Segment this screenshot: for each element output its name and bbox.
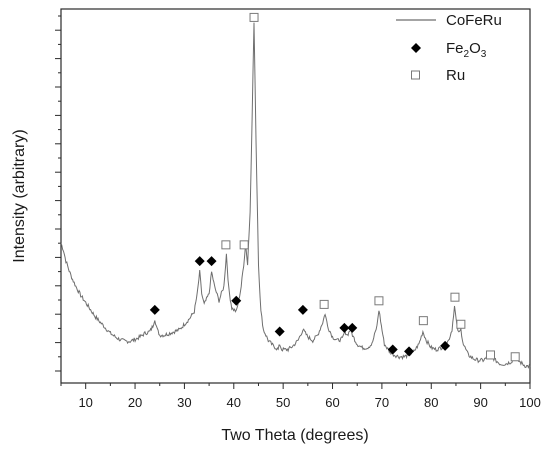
x-tick-label: 30 — [177, 395, 191, 410]
ru-marker — [221, 240, 231, 250]
plot-frame — [60, 8, 531, 384]
legend-fe2o3-o: O — [469, 40, 481, 57]
ru-marker — [249, 12, 259, 22]
x-axis-title: Two Theta (degrees) — [221, 427, 368, 444]
fe2o3-marker — [206, 256, 217, 267]
fe2o3-marker — [297, 304, 308, 315]
fe2o3-marker — [387, 344, 398, 355]
x-tick-label: 70 — [375, 395, 389, 410]
fe2o3-marker — [274, 326, 285, 337]
x-tick-label: 60 — [325, 395, 339, 410]
legend: CoFeRu Fe2O3 Ru — [396, 12, 502, 84]
ru-marker — [418, 316, 428, 326]
legend-square-marker — [411, 70, 420, 80]
x-axis-ticks: 10 20 30 40 50 60 70 80 90 100 — [60, 383, 541, 410]
fe2o3-marker — [347, 322, 358, 333]
fe2o3-marker — [404, 346, 415, 357]
x-tick-label: 100 — [519, 395, 541, 410]
x-tick-label: 40 — [227, 395, 241, 410]
x-tick-label: 50 — [276, 395, 290, 410]
y-axis-ticks — [55, 15, 61, 372]
ru-marker — [374, 296, 384, 306]
x-tick-label: 80 — [424, 395, 438, 410]
legend-label-fe2o3: Fe2O3 — [446, 40, 487, 60]
x-tick-label: 20 — [128, 395, 142, 410]
ru-marker — [450, 292, 460, 302]
fe2o3-marker — [339, 322, 350, 333]
ru-marker — [510, 352, 520, 362]
legend-fe2o3-sub-3: 3 — [481, 49, 487, 60]
marker-layer — [149, 12, 520, 362]
legend-fe2o3-sub-2: 2 — [464, 49, 470, 60]
legend-fe2o3-fe: Fe — [446, 40, 464, 57]
legend-label-ru: Ru — [446, 67, 465, 84]
ru-marker — [239, 240, 249, 250]
fe2o3-marker — [194, 256, 205, 267]
fe2o3-marker — [149, 304, 160, 315]
fe2o3-marker — [231, 295, 242, 306]
ru-marker — [486, 350, 496, 360]
x-tick-label: 10 — [78, 395, 92, 410]
x-tick-label: 90 — [473, 395, 487, 410]
legend-diamond-marker — [411, 43, 421, 53]
fe2o3-marker — [440, 340, 451, 351]
ru-marker — [319, 299, 329, 309]
series-line-cofe-ru — [60, 22, 531, 369]
y-axis-title: Intensity (arbitrary) — [11, 129, 28, 262]
legend-label-cofe-ru: CoFeRu — [446, 12, 502, 29]
ru-marker — [456, 319, 466, 329]
